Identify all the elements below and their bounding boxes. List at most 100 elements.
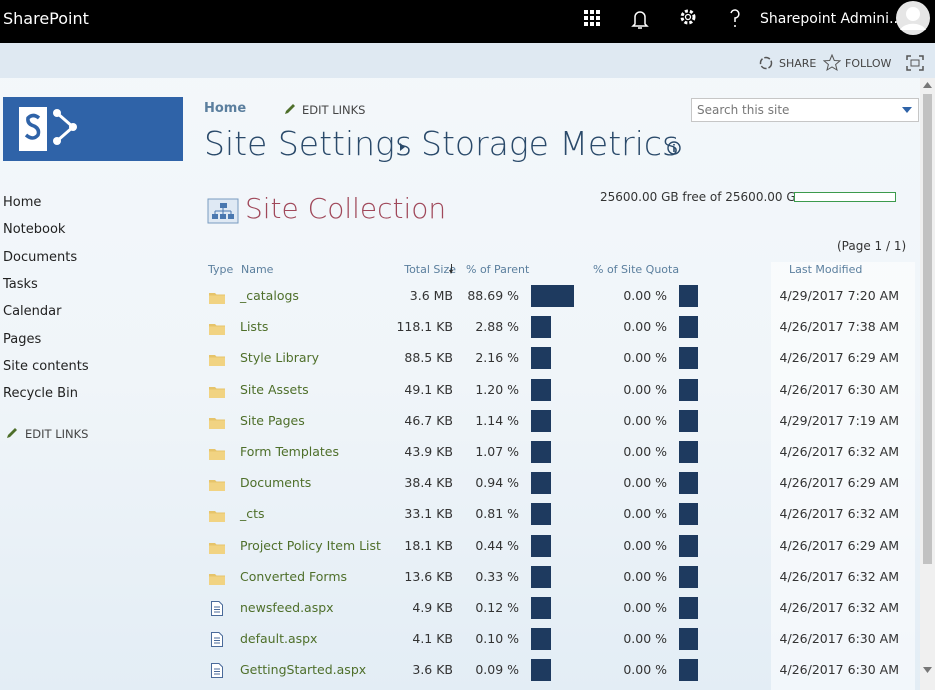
quota-text: 25600.00 GB free of 25600.00 GB — [600, 190, 804, 204]
quota-percent: 0.00 % — [623, 600, 667, 615]
parent-bar — [531, 316, 551, 339]
left-nav-item[interactable]: Site contents — [3, 358, 89, 374]
folder-icon — [209, 476, 225, 495]
user-name[interactable]: Sharepoint Admini... — [760, 11, 903, 27]
file-icon — [211, 601, 223, 620]
parent-percent: 0.09 % — [475, 662, 519, 678]
scroll-up[interactable] — [923, 82, 932, 88]
left-nav-item[interactable]: Calendar — [3, 304, 62, 320]
avatar[interactable] — [895, 0, 931, 36]
quota-bar — [679, 285, 698, 307]
quota-bar — [679, 316, 698, 339]
top-nav-edit-links[interactable]: EDIT LINKS — [302, 103, 366, 117]
item-name[interactable]: Site Assets — [240, 381, 309, 397]
breadcrumb-parent[interactable]: Site Settings — [204, 124, 413, 163]
last-modified: 4/29/2017 7:20 AM — [779, 288, 899, 303]
parent-percent: 2.16 % — [475, 350, 519, 366]
item-size: 3.6 MB — [409, 288, 453, 303]
left-nav-item[interactable]: Home — [3, 195, 42, 210]
quota-percent: 0.00 % — [623, 444, 667, 459]
suite-icons[interactable] — [583, 8, 753, 34]
paging: (Page 1 / 1) — [837, 239, 907, 253]
parent-bar — [531, 659, 551, 682]
item-name[interactable]: Form Templates — [240, 444, 340, 459]
parent-percent: 0.33 % — [475, 568, 519, 584]
item-name[interactable]: Project Policy Item List — [240, 537, 381, 553]
column-header[interactable]: Last Modified — [789, 263, 863, 276]
item-name[interactable]: _cts — [240, 506, 265, 522]
column-header[interactable]: % of Parent — [466, 263, 530, 276]
item-name[interactable]: Style Library — [240, 350, 320, 366]
folder-icon — [209, 383, 225, 402]
item-size: 88.5 KB — [404, 350, 453, 366]
item-size: 3.6 KB — [412, 662, 453, 678]
quota-percent: 0.00 % — [623, 568, 667, 584]
quota-bar — [679, 347, 698, 370]
left-nav-item[interactable]: Tasks — [3, 276, 38, 292]
parent-bar — [531, 503, 551, 526]
scroll-thumb[interactable] — [923, 94, 932, 564]
parent-percent: 1.14 % — [475, 412, 519, 428]
parent-percent: 88.69 % — [467, 288, 519, 303]
file-icon — [211, 632, 223, 651]
item-name[interactable]: Site Pages — [240, 412, 305, 428]
scroll-down[interactable] — [923, 667, 932, 673]
parent-bar — [531, 565, 551, 588]
parent-percent: 0.81 % — [475, 506, 519, 522]
follow-button[interactable]: FOLLOW — [845, 57, 892, 70]
column-header[interactable]: Total Size — [404, 263, 456, 276]
quota-percent: 0.00 % — [623, 288, 667, 303]
top-nav-home[interactable]: Home — [204, 101, 247, 116]
quota-bar — [679, 503, 698, 526]
folder-icon — [209, 320, 225, 339]
search-box[interactable]: Search this site — [691, 98, 919, 122]
search-placeholder: Search this site — [697, 103, 790, 117]
quota-meter — [794, 192, 896, 202]
item-name[interactable]: Documents — [240, 475, 312, 491]
quota-percent: 0.00 % — [623, 412, 667, 428]
left-nav-item[interactable]: Recycle Bin — [3, 386, 78, 402]
quota-bar — [679, 597, 698, 619]
quota-percent: 0.00 % — [623, 381, 667, 397]
item-size: 4.1 KB — [412, 631, 453, 647]
share-icon — [759, 56, 773, 70]
follow-icon — [823, 54, 841, 72]
parent-bar — [531, 534, 551, 557]
search-dropdown[interactable] — [902, 106, 912, 114]
left-nav-item[interactable]: Pages — [3, 331, 42, 347]
brand[interactable]: SharePoint — [3, 9, 89, 28]
left-nav-item[interactable]: Documents — [3, 249, 78, 265]
column-header[interactable]: Type — [208, 263, 234, 276]
focus-icon[interactable] — [906, 55, 924, 71]
breadcrumb-separator — [400, 143, 405, 151]
share-button[interactable]: SHARE — [779, 57, 817, 70]
item-name[interactable]: default.aspx — [240, 631, 318, 647]
parent-bar — [531, 441, 551, 463]
item-name[interactable]: Lists — [240, 319, 269, 335]
item-size: 46.7 KB — [404, 412, 453, 428]
folder-icon — [209, 539, 225, 558]
parent-percent: 1.20 % — [475, 381, 519, 397]
left-nav-item[interactable]: Notebook — [3, 222, 66, 238]
item-name[interactable]: _catalogs — [240, 288, 299, 303]
parent-bar — [531, 285, 574, 307]
quota-percent: 0.00 % — [623, 475, 667, 491]
scrollbar[interactable] — [920, 78, 935, 690]
suite-bar: SharePoint Sharepoint Admini... — [0, 0, 935, 43]
item-name[interactable]: GettingStarted.aspx — [240, 662, 367, 678]
left-nav-edit-links[interactable]: EDIT LINKS — [25, 427, 89, 441]
quota-bar — [679, 378, 698, 401]
column-header[interactable]: % of Site Quota — [593, 263, 680, 276]
folder-icon — [209, 570, 225, 589]
item-name[interactable]: Converted Forms — [240, 568, 348, 584]
last-modified: 4/26/2017 6:32 AM — [779, 506, 899, 522]
folder-icon — [209, 289, 225, 308]
info-icon[interactable] — [666, 140, 682, 156]
last-modified: 4/26/2017 6:30 AM — [779, 662, 899, 678]
column-header[interactable]: Name — [241, 263, 274, 276]
site-logo[interactable] — [3, 97, 183, 161]
item-name[interactable]: newsfeed.aspx — [240, 600, 334, 615]
item-size: 49.1 KB — [404, 381, 453, 397]
last-modified: 4/26/2017 6:32 AM — [779, 568, 899, 584]
